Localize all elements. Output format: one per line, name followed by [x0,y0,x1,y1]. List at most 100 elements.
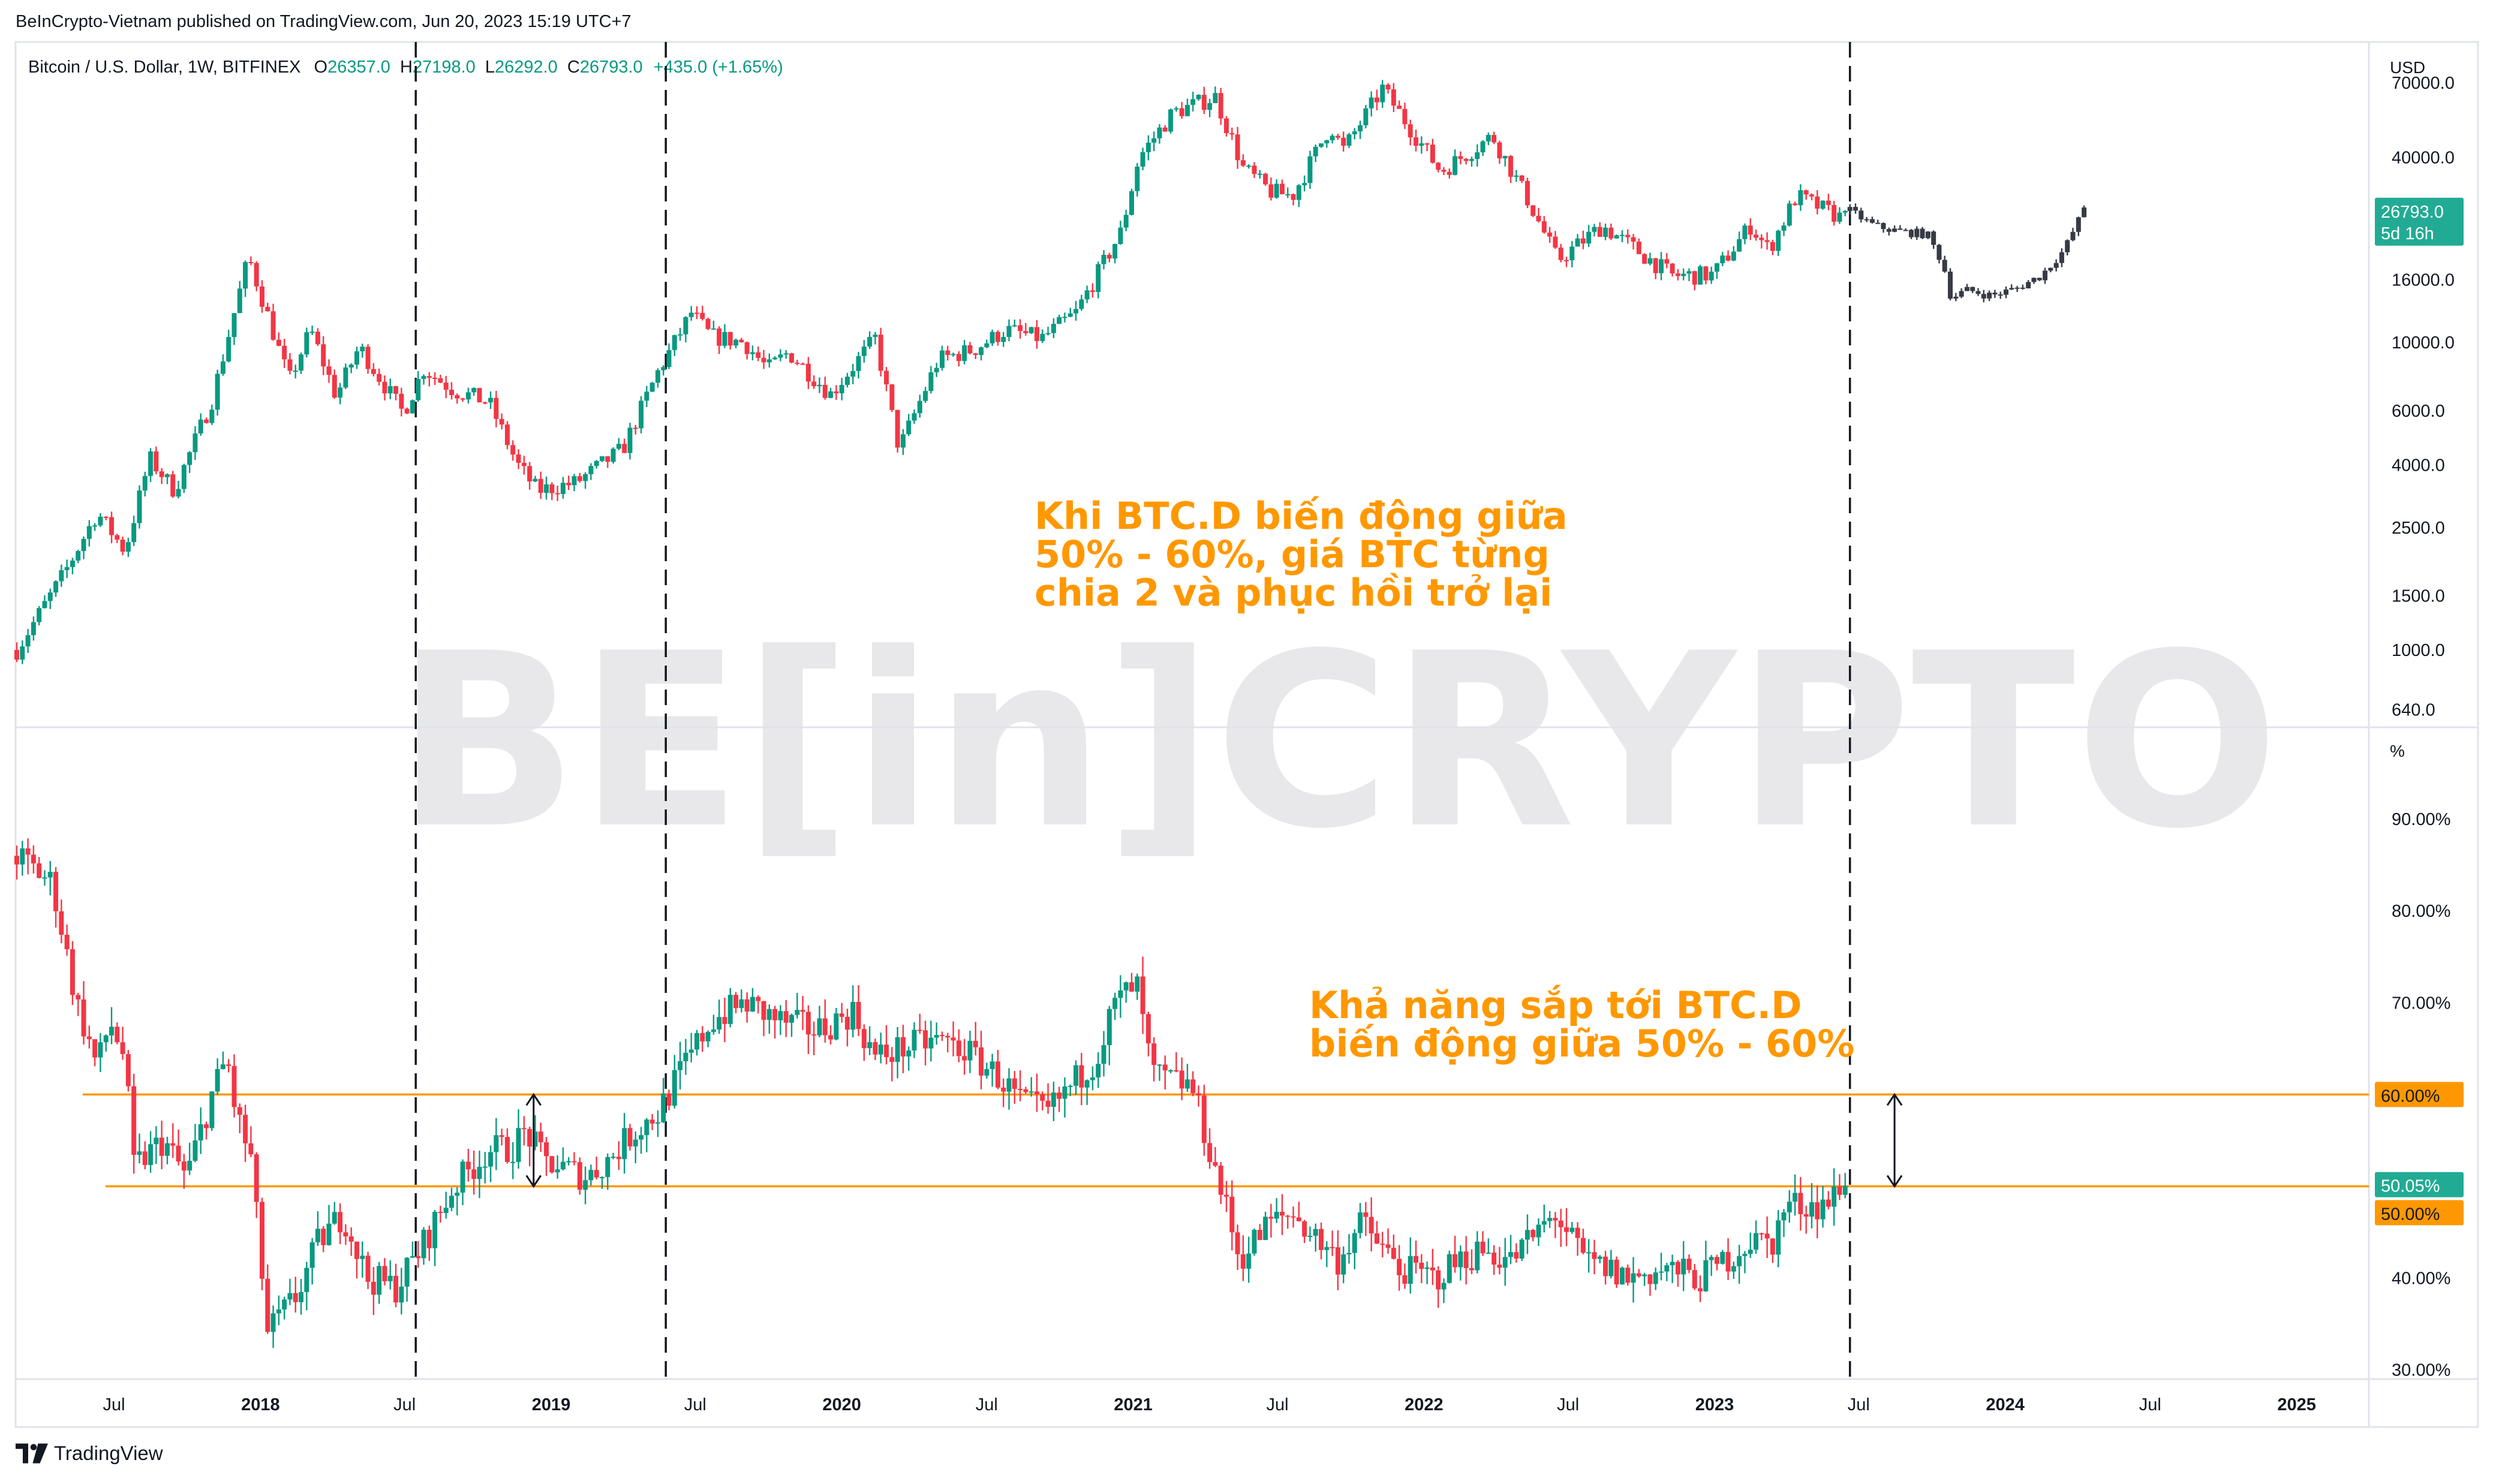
dominance-body [254,1154,259,1202]
price-body [717,328,722,346]
dominance-body [226,1064,231,1066]
dominance-candle [705,1030,711,1047]
price-candle [477,388,482,403]
dominance-body [326,1223,332,1245]
dominance-candle [1335,1230,1340,1290]
dominance-candle [800,995,805,1030]
price-candle [25,628,31,653]
price-body [611,448,616,462]
price-candle [499,413,504,430]
dominance-candle [616,1141,621,1170]
dominance-body [449,1196,455,1208]
dominance-body [1491,1253,1497,1265]
price-candle [1140,148,1145,171]
dominance-candle [873,1039,878,1061]
tradingview-footer[interactable]: TradingView [16,1442,163,1465]
price-body [1469,159,1474,161]
dominance-body [1084,1080,1090,1088]
price-candle [1842,210,1848,216]
price-candle [1653,258,1658,279]
price-body [1842,210,1848,213]
price-candle [1725,250,1731,261]
dominance-body [231,1065,237,1107]
price-candle [1408,119,1413,146]
dominance-body [1530,1230,1536,1238]
price-body [533,478,538,481]
range-arrow-head-up [1886,1092,1903,1106]
projection-body [1886,228,1891,232]
price-candle [193,426,198,460]
dominance-candle [1731,1262,1736,1279]
dominance-candle [1597,1255,1602,1263]
dominance-candle [544,1137,549,1176]
projection-candle [1914,226,1920,240]
dominance-body [700,1033,705,1041]
time-tick-label: 2019 [532,1395,571,1414]
dominance-candle [1826,1191,1831,1209]
price-body [1530,205,1536,216]
dominance-body [1564,1227,1569,1232]
price-body [404,408,410,414]
dominance-body [516,1128,521,1162]
dominance-candle [1402,1263,1408,1289]
dominance-body [577,1162,582,1190]
dominance-candle [42,870,47,886]
price-candle [1369,91,1374,117]
price-candle [42,595,47,609]
dominance-candle [1363,1202,1369,1236]
dominance-candle [465,1149,471,1182]
price-body [1742,225,1748,239]
dominance-body [906,1050,912,1056]
price-body [1664,259,1670,264]
price-body [1586,231,1592,244]
price-candle [377,368,382,386]
price-candle [722,324,727,348]
projection-candle [1931,230,1936,249]
annotation-bottom-line-1: Khả năng sắp tới BTC.D [1309,983,1802,1027]
price-body [1129,191,1135,215]
dominance-candle [1034,1073,1039,1112]
dominance-candle [109,1007,115,1044]
dominance-body [1079,1065,1084,1088]
price-body [343,367,348,388]
price-candle [805,357,811,389]
dominance-candle [348,1227,354,1256]
dominance-body [304,1268,309,1292]
dominance-candle [766,1004,772,1034]
price-body [544,484,549,493]
dominance-body [259,1202,264,1279]
price-candle [1196,94,1201,101]
price-body [131,523,137,543]
dominance-tick-label: 70.00% [2392,994,2450,1013]
price-body [309,332,315,333]
dominance-candle [739,989,744,1013]
dominance-body [1787,1202,1792,1212]
dominance-candle [1096,1052,1101,1088]
price-candle [382,375,387,401]
price-candle [878,327,883,377]
price-body [125,542,131,552]
price-body [822,384,828,398]
price-body [688,312,694,317]
price-candle [482,401,488,405]
dominance-body [360,1256,365,1259]
price-body [633,428,638,429]
price-candle [1686,268,1692,281]
dominance-candle [783,1000,789,1037]
price-body [1319,143,1324,147]
price-body [1279,183,1285,194]
projection-body [1959,291,1964,297]
dominance-body [1257,1230,1262,1241]
price-body [1553,236,1558,248]
dominance-candle [438,1205,443,1223]
price-body [47,592,53,601]
dominance-body [1324,1247,1330,1250]
dominance-candle [47,860,53,896]
dominance-candle [1313,1223,1318,1252]
price-candle [583,472,588,489]
dominance-body [432,1212,438,1248]
watermark: BE[in]CRYPTO [395,603,2279,881]
dominance-candle [934,1022,939,1045]
price-axis-ticks: 70000.040000.026000.016000.010000.06000.… [2392,74,2455,720]
